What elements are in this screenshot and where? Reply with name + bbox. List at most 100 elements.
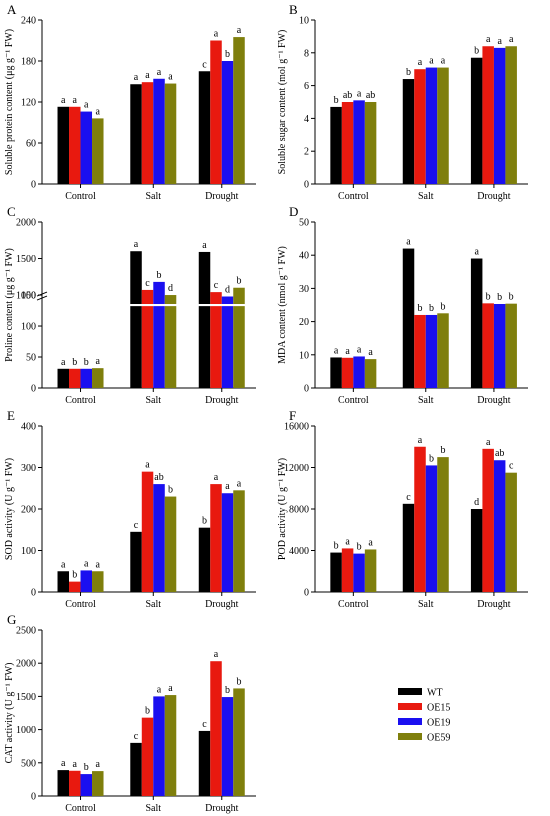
bar-oe15-control xyxy=(69,770,81,796)
significance-label: b xyxy=(84,762,89,773)
significance-label: a xyxy=(497,36,502,47)
y-tick-label: 0 xyxy=(31,588,36,599)
bar-wt-control xyxy=(57,368,70,388)
significance-label: b xyxy=(72,357,77,368)
y-tick-label: 400 xyxy=(21,422,36,433)
significance-label: b xyxy=(84,357,89,368)
significance-label: b xyxy=(225,685,230,696)
bar-oe15-salt xyxy=(141,717,154,796)
significance-label: b xyxy=(474,46,479,57)
bar-oe59-salt xyxy=(437,457,449,592)
bar-oe59-drought xyxy=(233,490,245,592)
y-tick-label: 1000 xyxy=(16,725,36,736)
x-tick-label: Control xyxy=(338,395,369,406)
y-tick-label: 0 xyxy=(304,588,309,599)
bar-oe59-control xyxy=(92,571,104,592)
bar-wt-salt xyxy=(130,531,142,592)
significance-label: ab xyxy=(343,90,352,101)
y-tick-label: 150 xyxy=(21,291,36,302)
y-tick-label: 30 xyxy=(299,284,309,295)
y-tick-label: 0 xyxy=(31,384,36,395)
bar-wt-control xyxy=(57,770,70,796)
significance-label: a xyxy=(61,95,66,106)
significance-label: a xyxy=(237,25,242,36)
panel-letter: B xyxy=(289,2,298,17)
bar-oe59-drought xyxy=(505,46,517,184)
x-tick-label: Drought xyxy=(477,599,511,610)
significance-label: a xyxy=(214,29,219,40)
bar-oe15-control xyxy=(341,357,354,388)
bar-wt-salt xyxy=(130,742,142,796)
bar-oe19-drought xyxy=(493,47,506,184)
significance-label: b xyxy=(357,542,362,553)
significance-label: a xyxy=(357,88,362,99)
chart-panel-b: B 0 2 4 6 8 10 Soluble sugar content (mol g⁻¹ F… xyxy=(277,2,528,202)
significance-label: a xyxy=(237,478,242,489)
bar-oe59-control xyxy=(92,368,104,388)
y-tick-label: 200 xyxy=(21,505,36,516)
bar-oe19-salt xyxy=(153,696,165,796)
y-tick-label: 240 xyxy=(21,16,36,27)
x-tick-label: Drought xyxy=(205,191,239,202)
y-tick-label: 50 xyxy=(299,218,309,229)
significance-label: a xyxy=(84,100,89,111)
x-tick-label: Salt xyxy=(145,191,161,202)
x-tick-label: Salt xyxy=(145,395,161,406)
y-tick-label: 1500 xyxy=(16,692,36,703)
significance-label: b xyxy=(441,445,446,456)
bar-oe19-salt xyxy=(153,78,165,184)
bar-oe15-salt xyxy=(141,289,154,388)
bar-oe19-drought xyxy=(221,697,234,796)
y-tick-label: 8000 xyxy=(289,505,309,516)
bar-oe19-drought xyxy=(221,296,234,388)
bar-oe15-drought xyxy=(482,46,494,184)
y-axis-label: POD activity (U g⁻¹ FW) xyxy=(277,458,288,560)
bar-wt-salt xyxy=(130,84,142,184)
bar-oe19-salt xyxy=(425,314,438,388)
bar-oe59-drought xyxy=(233,688,245,796)
y-tick-label: 500 xyxy=(21,758,36,769)
significance-label: c xyxy=(202,719,207,730)
significance-label: a xyxy=(96,106,101,117)
y-tick-label: 4000 xyxy=(289,546,309,557)
significance-label: b xyxy=(486,291,491,302)
bar-oe19-control xyxy=(80,570,93,592)
significance-label: b xyxy=(334,541,339,552)
significance-label: a xyxy=(61,758,66,769)
bar-oe15-drought xyxy=(482,303,494,388)
significance-label: b xyxy=(237,676,242,687)
y-tick-label: 12000 xyxy=(284,463,309,474)
bar-oe59-salt xyxy=(164,83,177,184)
significance-label: a xyxy=(406,237,411,248)
significance-label: ab xyxy=(366,90,375,101)
y-tick-label: 0 xyxy=(31,180,36,191)
significance-label: a xyxy=(509,34,514,45)
bar-oe15-control xyxy=(69,106,81,184)
significance-label: c xyxy=(145,278,150,289)
significance-label: ab xyxy=(154,472,163,483)
significance-label: b xyxy=(145,706,150,717)
significance-label: a xyxy=(134,72,139,83)
bar-oe59-salt xyxy=(437,313,449,388)
bar-oe59-control xyxy=(92,118,104,184)
bar-oe15-salt xyxy=(141,82,154,184)
significance-label: a xyxy=(345,346,350,357)
significance-label: a xyxy=(474,247,479,258)
bar-oe19-salt xyxy=(425,465,438,592)
bar-wt-drought xyxy=(198,527,211,592)
bar-oe15-control xyxy=(341,548,354,592)
y-tick-label: 16000 xyxy=(284,422,309,433)
bar-oe19-control xyxy=(353,553,365,592)
y-tick-label: 8 xyxy=(304,48,309,59)
panel-letter: G xyxy=(7,612,16,627)
x-tick-label: Drought xyxy=(205,803,239,814)
y-tick-label: 180 xyxy=(21,57,36,68)
significance-label: a xyxy=(441,56,446,67)
significance-label: c xyxy=(406,492,411,503)
significance-label: a xyxy=(157,67,162,78)
chart-panel-e: E 0 100 200 300 400 SOD activity (U g⁻¹ FW) Con… xyxy=(4,408,256,610)
y-tick-label: 60 xyxy=(26,139,36,150)
significance-label: b xyxy=(168,485,173,496)
x-tick-label: Control xyxy=(338,599,369,610)
significance-label: a xyxy=(61,357,66,368)
